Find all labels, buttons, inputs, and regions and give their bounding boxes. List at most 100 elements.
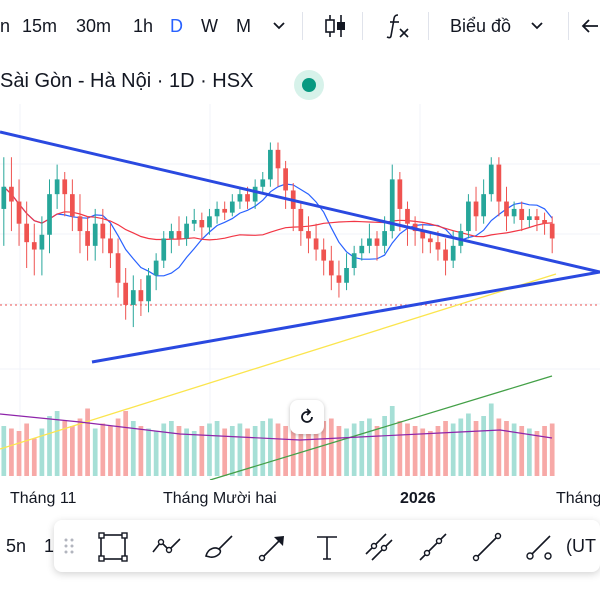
candle-body bbox=[534, 216, 540, 220]
candle-body bbox=[268, 149, 273, 180]
text-tool-icon[interactable] bbox=[310, 530, 344, 564]
volume-bar bbox=[214, 421, 220, 476]
volume-bar bbox=[283, 426, 288, 476]
ray-tool-icon[interactable] bbox=[416, 530, 450, 564]
volume-bar bbox=[359, 421, 365, 476]
volume-ma-green-line bbox=[209, 375, 553, 480]
reset-icon bbox=[301, 408, 313, 423]
interval-30m[interactable]: 30m bbox=[76, 16, 112, 36]
arrow-tool-icon[interactable] bbox=[256, 530, 290, 564]
volume-bar bbox=[237, 423, 243, 476]
rectangle-tool-icon[interactable] bbox=[96, 530, 130, 564]
candle-body bbox=[405, 208, 410, 224]
volume-ma-purple-line bbox=[0, 413, 553, 441]
brush-tool-icon[interactable] bbox=[202, 530, 236, 564]
reset-chart-button[interactable] bbox=[290, 400, 324, 434]
candle-body bbox=[100, 223, 106, 239]
volume-bar bbox=[169, 421, 174, 476]
volume-bar bbox=[1, 426, 7, 476]
candle-body bbox=[389, 179, 395, 232]
interval-1w[interactable]: W bbox=[201, 16, 218, 36]
volume-bar bbox=[412, 426, 418, 476]
pencil-line-icon[interactable] bbox=[522, 530, 556, 564]
volume-bar bbox=[176, 426, 182, 476]
volume-bar bbox=[488, 403, 494, 476]
intervals-dropdown[interactable] bbox=[272, 14, 286, 44]
volume-bar bbox=[153, 431, 159, 476]
path-tool-icon[interactable] bbox=[150, 530, 184, 564]
candle-body bbox=[153, 260, 159, 276]
interval-1m[interactable]: n bbox=[0, 16, 11, 36]
volume-bar bbox=[229, 426, 235, 476]
candle-body bbox=[549, 223, 555, 239]
chart-type-menu[interactable]: Biểu đồ bbox=[450, 16, 512, 36]
parallel-channel-icon[interactable] bbox=[362, 530, 396, 564]
volume-bar bbox=[108, 426, 113, 476]
candle-body bbox=[313, 238, 319, 250]
undo-button[interactable] bbox=[580, 14, 600, 44]
volume-bar bbox=[397, 421, 403, 476]
volume-bar bbox=[328, 418, 334, 476]
trend-line-icon[interactable] bbox=[470, 530, 504, 564]
volume-bar bbox=[443, 421, 448, 476]
candle-body bbox=[443, 249, 448, 261]
interval-1m-month[interactable]: M bbox=[236, 16, 251, 36]
volume-bar bbox=[62, 421, 68, 476]
volume-bar bbox=[260, 421, 266, 476]
volume-bar bbox=[85, 408, 90, 476]
volume-bar bbox=[519, 426, 525, 476]
range-5d-button[interactable]: 5n bbox=[6, 536, 27, 556]
candle-style-button[interactable] bbox=[322, 12, 348, 46]
interval-1h[interactable]: 1h bbox=[133, 16, 154, 36]
volume-bar bbox=[290, 428, 296, 476]
ma-long-line bbox=[0, 273, 557, 450]
volume-bar bbox=[69, 426, 75, 476]
function-icon bbox=[386, 14, 409, 39]
volume-bar bbox=[54, 411, 60, 476]
candle-body bbox=[367, 238, 372, 246]
volume-bar bbox=[16, 431, 22, 476]
candle-body bbox=[245, 194, 250, 202]
volume-bar bbox=[496, 418, 502, 476]
candle-body bbox=[450, 245, 456, 261]
candle-body bbox=[214, 208, 220, 217]
candle-body bbox=[108, 238, 113, 254]
range-1-button[interactable]: 1 bbox=[44, 536, 55, 556]
volume-bar bbox=[191, 431, 197, 476]
candle-body bbox=[351, 253, 357, 268]
candle-body bbox=[16, 201, 22, 224]
volume-bar bbox=[481, 416, 487, 476]
volume-bar bbox=[115, 418, 121, 476]
candle-body bbox=[199, 220, 205, 228]
candle-body bbox=[31, 242, 37, 250]
price-chart[interactable] bbox=[0, 104, 600, 480]
candle-body bbox=[481, 194, 487, 217]
volume-bar bbox=[39, 428, 45, 476]
volume-bar bbox=[427, 431, 433, 476]
candle-body bbox=[321, 249, 327, 261]
interval-15m[interactable]: 15m bbox=[22, 16, 58, 36]
candle-body bbox=[9, 186, 14, 202]
candle-body bbox=[382, 231, 387, 246]
volume-bar bbox=[458, 418, 464, 476]
candle-body bbox=[62, 179, 68, 195]
volume-bar bbox=[321, 421, 327, 476]
candle-body bbox=[252, 186, 258, 202]
indicators-button[interactable] bbox=[384, 12, 412, 46]
volume-bar bbox=[275, 423, 281, 476]
candle-body bbox=[237, 194, 243, 202]
candle-body bbox=[69, 194, 75, 217]
volume-bar bbox=[24, 423, 30, 476]
volume-bar bbox=[31, 438, 37, 476]
candle-body bbox=[488, 164, 494, 195]
candle-body bbox=[39, 234, 45, 250]
timezone-label[interactable]: (UT bbox=[566, 536, 596, 556]
interval-1d[interactable]: D bbox=[170, 16, 183, 36]
volume-bar bbox=[77, 418, 83, 476]
drag-handle-icon[interactable] bbox=[62, 536, 76, 556]
volume-bar bbox=[534, 431, 540, 476]
candle-body bbox=[260, 179, 266, 187]
chart-menu-dropdown[interactable] bbox=[530, 14, 544, 44]
volume-bar bbox=[367, 418, 372, 476]
volume-bar bbox=[100, 423, 106, 476]
